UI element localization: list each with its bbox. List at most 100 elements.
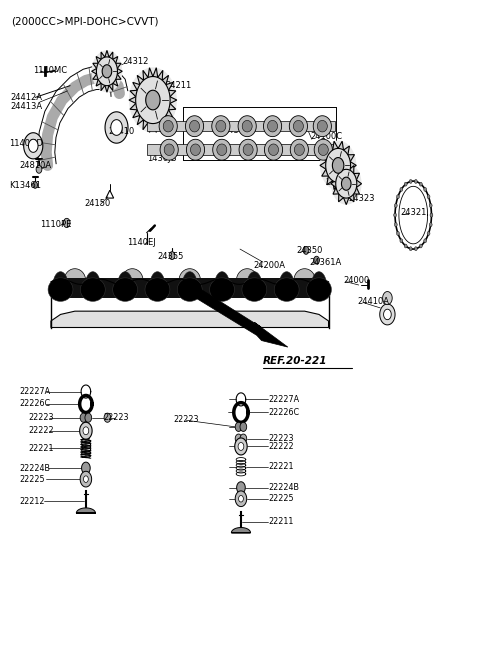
Polygon shape xyxy=(331,163,361,204)
Polygon shape xyxy=(239,495,243,502)
Polygon shape xyxy=(243,144,253,155)
Text: 24412A: 24412A xyxy=(10,93,42,102)
Polygon shape xyxy=(147,121,335,132)
Polygon shape xyxy=(83,427,89,435)
Polygon shape xyxy=(212,116,230,137)
Text: 22225: 22225 xyxy=(269,495,294,503)
Text: 1140HD: 1140HD xyxy=(9,139,43,147)
Polygon shape xyxy=(84,476,88,482)
Polygon shape xyxy=(80,413,87,422)
Text: 22224B: 22224B xyxy=(269,483,300,492)
Polygon shape xyxy=(56,278,324,298)
Polygon shape xyxy=(307,278,331,301)
Polygon shape xyxy=(293,121,303,132)
Polygon shape xyxy=(396,195,399,198)
Text: 22212: 22212 xyxy=(20,497,45,506)
Polygon shape xyxy=(24,133,43,159)
Polygon shape xyxy=(294,144,304,155)
Polygon shape xyxy=(400,239,403,243)
Text: 24200A: 24200A xyxy=(253,261,286,270)
Polygon shape xyxy=(424,239,427,243)
Polygon shape xyxy=(320,141,356,189)
Text: 24312: 24312 xyxy=(123,57,149,66)
Text: 22227A: 22227A xyxy=(20,387,51,396)
Polygon shape xyxy=(409,179,412,183)
Text: 24322: 24322 xyxy=(325,178,351,187)
Polygon shape xyxy=(28,140,38,153)
Polygon shape xyxy=(384,309,391,320)
Polygon shape xyxy=(33,181,37,188)
Text: 22226C: 22226C xyxy=(269,408,300,417)
Polygon shape xyxy=(150,272,165,286)
Polygon shape xyxy=(336,170,357,198)
Polygon shape xyxy=(237,269,258,280)
Polygon shape xyxy=(427,231,430,235)
Text: 22222: 22222 xyxy=(28,426,54,436)
Text: 24413A: 24413A xyxy=(10,102,42,111)
Polygon shape xyxy=(191,144,201,155)
Polygon shape xyxy=(185,116,204,137)
Polygon shape xyxy=(80,422,92,440)
Polygon shape xyxy=(105,112,128,143)
Polygon shape xyxy=(332,158,344,173)
Text: 24410: 24410 xyxy=(108,127,134,136)
Polygon shape xyxy=(235,434,242,443)
Polygon shape xyxy=(289,116,308,137)
Text: 1110PE: 1110PE xyxy=(40,219,72,229)
Polygon shape xyxy=(146,90,160,110)
Text: (2000CC>MPI-DOHC>CVVT): (2000CC>MPI-DOHC>CVVT) xyxy=(11,16,159,27)
Polygon shape xyxy=(235,438,247,455)
Text: 24350: 24350 xyxy=(297,246,323,255)
Polygon shape xyxy=(159,116,177,137)
Text: 22221: 22221 xyxy=(28,444,54,453)
Polygon shape xyxy=(396,231,399,235)
Polygon shape xyxy=(163,121,173,132)
Polygon shape xyxy=(104,413,111,422)
Polygon shape xyxy=(395,204,397,208)
Polygon shape xyxy=(80,472,92,487)
Polygon shape xyxy=(314,256,320,264)
Text: 1140EJ: 1140EJ xyxy=(128,238,156,247)
Polygon shape xyxy=(317,121,327,132)
Polygon shape xyxy=(264,116,282,137)
Text: 22224B: 22224B xyxy=(20,464,51,472)
Text: 24410A: 24410A xyxy=(357,297,389,306)
Polygon shape xyxy=(102,65,112,78)
Polygon shape xyxy=(395,223,397,227)
Polygon shape xyxy=(404,182,407,186)
Polygon shape xyxy=(82,462,90,474)
Polygon shape xyxy=(383,291,392,305)
Text: 22223: 22223 xyxy=(28,413,54,422)
Polygon shape xyxy=(80,278,105,301)
Polygon shape xyxy=(76,508,96,513)
Polygon shape xyxy=(404,244,407,248)
Polygon shape xyxy=(394,213,396,217)
Text: 22222: 22222 xyxy=(269,442,294,451)
Text: 24323: 24323 xyxy=(348,194,375,202)
Polygon shape xyxy=(314,140,332,160)
Polygon shape xyxy=(430,213,433,217)
Polygon shape xyxy=(63,218,70,227)
Polygon shape xyxy=(318,144,328,155)
Polygon shape xyxy=(96,57,118,86)
Polygon shape xyxy=(239,140,257,160)
Polygon shape xyxy=(36,166,42,173)
Polygon shape xyxy=(51,311,328,328)
Text: 24355: 24355 xyxy=(157,252,184,261)
Polygon shape xyxy=(400,187,403,191)
Polygon shape xyxy=(210,278,235,301)
Polygon shape xyxy=(240,434,247,443)
Text: 22226C: 22226C xyxy=(20,400,51,409)
Polygon shape xyxy=(113,278,138,301)
Text: 24361A: 24361A xyxy=(310,257,342,267)
Polygon shape xyxy=(169,252,175,259)
Polygon shape xyxy=(420,244,422,248)
Polygon shape xyxy=(160,140,178,160)
Polygon shape xyxy=(48,278,73,301)
Polygon shape xyxy=(380,304,395,325)
Text: 24810A: 24810A xyxy=(20,161,52,170)
Text: K13461: K13461 xyxy=(9,181,41,189)
Polygon shape xyxy=(186,140,204,160)
Polygon shape xyxy=(429,204,432,208)
Polygon shape xyxy=(427,195,430,198)
